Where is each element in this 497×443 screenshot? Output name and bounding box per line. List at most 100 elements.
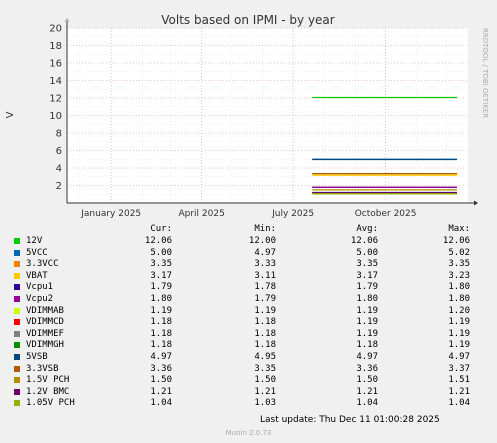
side-label: RRDTOOL / TOBI OETIKER (481, 28, 489, 118)
legend-row: VDIMMAB 1.19 1.19 1.19 1.20 (0, 306, 497, 318)
legend-series-name: 3.3VCC (26, 259, 59, 270)
legend-series-name: 1.05V PCH (26, 398, 75, 409)
legend-value-min: 12.00 (248, 236, 276, 246)
legend-row: 5VCC 5.00 4.97 5.00 5.02 (0, 248, 497, 260)
y-axis-arrow (64, 18, 70, 22)
legend-value-cur: 1.04 (150, 398, 172, 409)
legend-value-min: 1.19 (254, 305, 276, 316)
legend-swatch (14, 377, 20, 384)
legend-row: VDIMMCD 1.18 1.18 1.19 1.19 (0, 317, 497, 329)
y-tick-label: 2 (56, 181, 62, 192)
legend-value-max: 12.06 (442, 236, 470, 246)
legend-swatch (14, 261, 20, 268)
y-tick-label: 10 (49, 111, 62, 122)
legend-swatch (14, 249, 20, 256)
legend-swatch (14, 319, 20, 326)
legend-row: VDIMMEF 1.18 1.18 1.19 1.19 (0, 329, 497, 341)
last-update: Last update: Thu Dec 11 01:00:28 2025 (260, 415, 440, 425)
legend-value-max: 1.19 (448, 340, 470, 351)
legend-swatch (14, 238, 20, 244)
legend-row: VBAT 3.17 3.11 3.17 3.23 (0, 271, 497, 283)
legend-row: VDIMMGH 1.18 1.18 1.18 1.19 (0, 340, 497, 352)
legend-value-max: 3.37 (448, 363, 470, 374)
legend-value-cur: 3.36 (150, 363, 172, 374)
legend-row: 5VSB 4.97 4.95 4.97 4.97 (0, 352, 497, 364)
legend-swatch (14, 272, 20, 279)
legend-row: 1.05V PCH 1.04 1.03 1.04 1.04 (0, 398, 497, 410)
legend-value-avg: 5.00 (356, 247, 378, 258)
axes (64, 18, 478, 206)
legend-value-avg: 1.18 (356, 340, 378, 351)
x-tick-label: October 2025 (355, 209, 417, 219)
legend-value-max: 3.23 (448, 270, 470, 281)
legend-swatch (14, 342, 20, 349)
legend-value-max: 1.51 (448, 375, 470, 386)
chart-title: Volts based on IPMI - by year (161, 13, 335, 27)
legend-value-cur: 1.18 (150, 317, 172, 328)
legend-value-min: 4.95 (254, 352, 276, 362)
legend-value-max: 1.80 (448, 294, 470, 304)
legend-header-cur: Cur: (150, 224, 172, 234)
legend-row: Vcpu2 1.80 1.79 1.80 1.80 (0, 294, 497, 306)
legend-value-cur: 1.79 (150, 282, 172, 293)
legend-row: 1.5V PCH 1.50 1.50 1.50 1.51 (0, 375, 497, 387)
legend-value-max: 1.80 (448, 282, 470, 293)
legend-value-cur: 5.00 (150, 247, 172, 258)
legend-value-avg: 1.19 (356, 328, 378, 339)
legend-series-name: VBAT (26, 270, 48, 281)
y-tick-label: 8 (56, 129, 62, 140)
legend-series-name: 5VSB (26, 352, 48, 362)
legend-value-avg: 4.97 (356, 352, 378, 362)
y-axis-label: V (5, 111, 16, 118)
legend-value-max: 1.21 (448, 386, 470, 397)
legend-header-row: Cur: Min: Avg: Max: (0, 224, 497, 236)
x-tick-label: January 2025 (80, 209, 141, 219)
y-tick-label: 6 (56, 146, 62, 157)
footer-version: Munin 2.0.73 (225, 429, 272, 437)
legend-row: 3.3VSB 3.36 3.35 3.36 3.37 (0, 364, 497, 376)
legend-value-avg: 3.36 (356, 363, 378, 374)
legend-value-cur: 1.21 (150, 386, 172, 397)
legend-value-avg: 1.19 (356, 317, 378, 328)
legend-value-min: 1.03 (254, 398, 276, 409)
legend-swatch (14, 388, 20, 395)
legend-row: 12V 12.06 12.00 12.06 12.06 (0, 236, 497, 248)
legend-value-cur: 12.06 (144, 236, 172, 246)
legend-value-avg: 1.19 (356, 305, 378, 316)
legend-value-cur: 3.35 (150, 259, 172, 270)
x-tick-label: July 2025 (271, 209, 314, 219)
y-tick-label: 16 (49, 59, 62, 70)
legend-value-avg: 1.79 (356, 282, 378, 293)
legend-series-name: VDIMMAB (26, 305, 64, 316)
legend-value-min: 3.11 (254, 270, 276, 281)
legend-value-avg: 1.50 (356, 375, 378, 386)
x-ticks: January 2025 April 2025 July 2025 October 2… (80, 28, 416, 219)
legend-series-name: 1.5V PCH (26, 375, 70, 386)
legend-value-cur: 1.18 (150, 328, 172, 339)
series-lines (312, 96, 457, 195)
legend-swatch (14, 354, 20, 360)
legend-value-min: 3.33 (254, 259, 276, 270)
legend-value-min: 1.21 (254, 386, 276, 397)
y-tick-label: 20 (49, 24, 62, 35)
legend-series-name: VDIMMEF (26, 328, 64, 339)
legend-swatch (14, 296, 20, 302)
legend-value-min: 1.50 (254, 375, 276, 386)
legend-row: 3.3VCC 3.35 3.33 3.35 3.35 (0, 259, 497, 271)
legend-series-name: 1.2V BMC (26, 386, 70, 397)
legend-value-max: 1.04 (448, 398, 470, 409)
legend-value-min: 4.97 (254, 247, 276, 258)
legend-value-cur: 4.97 (150, 352, 172, 362)
legend-value-max: 4.97 (448, 352, 470, 362)
legend-value-cur: 1.50 (150, 375, 172, 386)
legend-header-avg: Avg: (356, 224, 378, 234)
legend-value-avg: 1.21 (356, 386, 378, 397)
legend-value-max: 5.02 (448, 247, 470, 258)
legend-value-min: 1.18 (254, 340, 276, 351)
legend-swatch (14, 307, 20, 314)
legend-value-min: 1.78 (254, 282, 276, 293)
legend-value-cur: 1.19 (150, 305, 172, 316)
x-tick-label: April 2025 (178, 209, 224, 219)
legend-value-max: 3.35 (448, 259, 470, 270)
y-tick-label: 12 (49, 94, 62, 105)
